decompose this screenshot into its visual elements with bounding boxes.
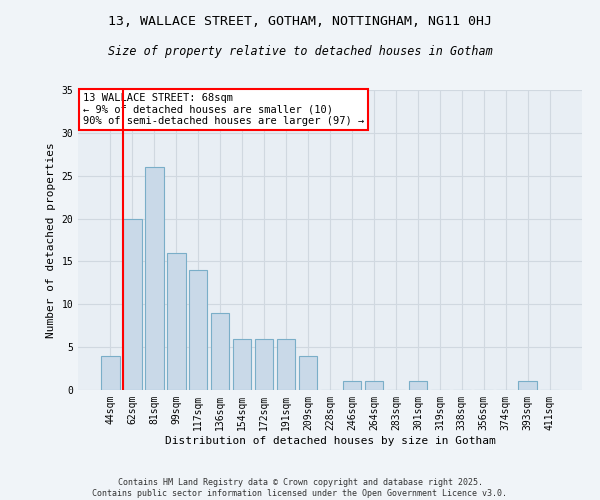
Text: 13, WALLACE STREET, GOTHAM, NOTTINGHAM, NG11 0HJ: 13, WALLACE STREET, GOTHAM, NOTTINGHAM, … [108,15,492,28]
Bar [167,253,185,390]
Bar [101,356,119,390]
Text: 13 WALLACE STREET: 68sqm
← 9% of detached houses are smaller (10)
90% of semi-de: 13 WALLACE STREET: 68sqm ← 9% of detache… [83,93,364,126]
Bar [365,382,383,390]
Bar [299,356,317,390]
Y-axis label: Number of detached properties: Number of detached properties [46,142,56,338]
Text: Size of property relative to detached houses in Gotham: Size of property relative to detached ho… [107,45,493,58]
Bar [123,218,142,390]
Bar [343,382,361,390]
Bar [233,338,251,390]
Text: Contains HM Land Registry data © Crown copyright and database right 2025.
Contai: Contains HM Land Registry data © Crown c… [92,478,508,498]
Bar [518,382,537,390]
Bar [145,167,164,390]
X-axis label: Distribution of detached houses by size in Gotham: Distribution of detached houses by size … [164,436,496,446]
Bar [409,382,427,390]
Bar [189,270,208,390]
Bar [277,338,295,390]
Bar [255,338,274,390]
Bar [211,313,229,390]
